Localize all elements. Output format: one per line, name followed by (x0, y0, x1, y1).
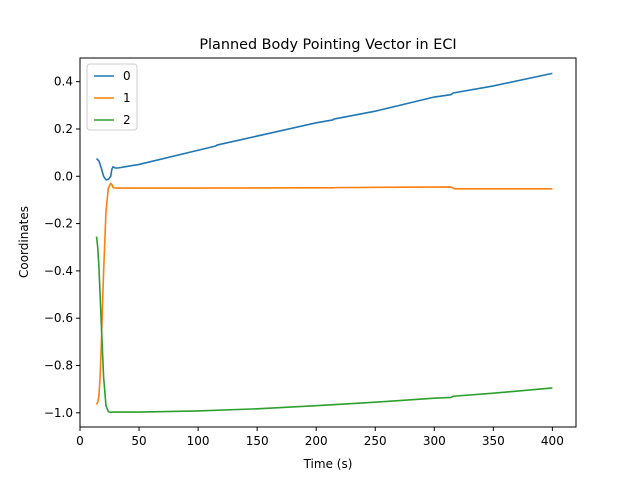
y-tick-label: −0.6 (44, 311, 73, 325)
x-tick-label: 350 (482, 434, 505, 448)
legend-label-2: 2 (123, 113, 131, 127)
legend: 0 1 2 (86, 63, 138, 131)
chart-title: Planned Body Pointing Vector in ECI (199, 37, 456, 53)
y-tick-label: 0.2 (54, 122, 73, 136)
legend-label-1: 1 (123, 91, 131, 105)
y-tick-label: −0.8 (44, 359, 73, 373)
series-line-0 (95, 72, 553, 181)
series-layer (95, 72, 553, 414)
series-line-2 (95, 236, 553, 414)
legend-label-0: 0 (123, 69, 131, 83)
x-tick-label: 250 (364, 434, 387, 448)
axes-frame (79, 57, 577, 428)
x-tick-label: 100 (187, 434, 210, 448)
x-axis-title: Time (s) (303, 457, 353, 471)
y-tick-label: 0.4 (54, 75, 73, 89)
x-tick-label: 300 (423, 434, 446, 448)
y-tick-label: −1.0 (44, 406, 73, 420)
x-tick-label: 150 (246, 434, 269, 448)
plot-area (79, 57, 577, 428)
x-tick-label: 200 (305, 434, 328, 448)
x-tick-label: 50 (131, 434, 146, 448)
y-tick-label: 0.0 (54, 169, 73, 183)
y-axis-title: Coordinates (17, 206, 31, 278)
y-axis: −1.0 −0.8 −0.6 −0.4 −0.2 0.0 0.2 0.4 (44, 75, 80, 420)
series-line-1 (95, 182, 553, 405)
x-tick-label: 0 (76, 434, 84, 448)
x-tick-label: 400 (541, 434, 564, 448)
x-axis: 0 50 100 150 200 250 300 350 400 (76, 427, 564, 448)
y-tick-label: −0.2 (44, 217, 73, 231)
y-tick-label: −0.4 (44, 264, 73, 278)
legend-box (86, 63, 138, 131)
